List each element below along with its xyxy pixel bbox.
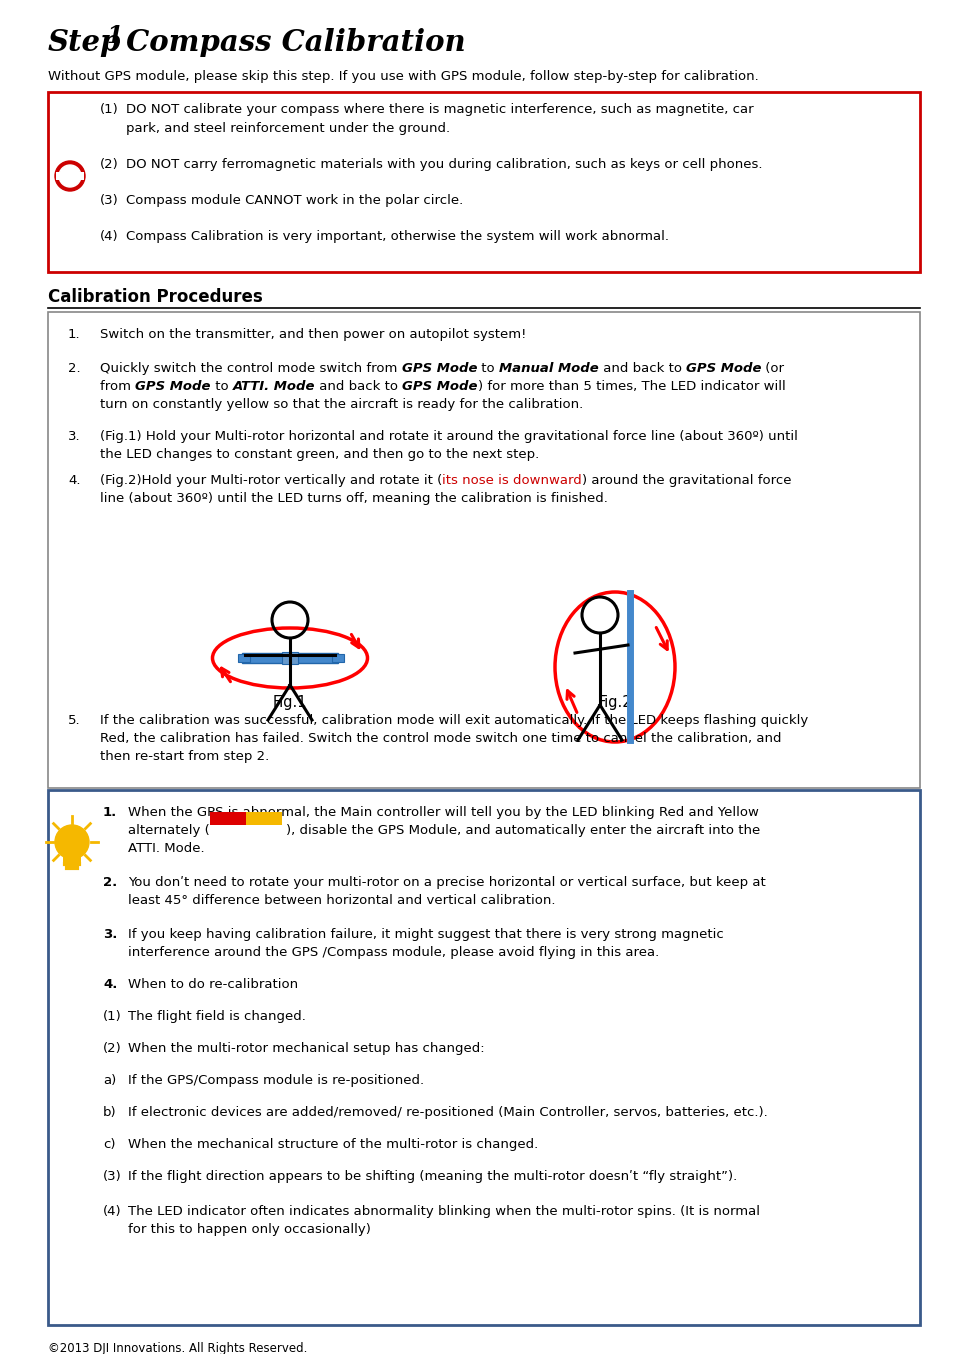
Text: When the multi-rotor mechanical setup has changed:: When the multi-rotor mechanical setup ha… <box>128 1043 484 1055</box>
Text: for this to happen only occasionally): for this to happen only occasionally) <box>128 1223 371 1236</box>
Circle shape <box>55 161 85 191</box>
Text: (1): (1) <box>100 103 118 116</box>
Text: (2): (2) <box>103 1043 122 1055</box>
Text: (Fig.2)Hold your Multi-rotor vertically and rotate it (: (Fig.2)Hold your Multi-rotor vertically … <box>100 474 442 487</box>
Text: ), disable the GPS Module, and automatically enter the aircraft into the: ), disable the GPS Module, and automatic… <box>286 825 760 837</box>
Text: The LED indicator often indicates abnormality blinking when the multi-rotor spin: The LED indicator often indicates abnorm… <box>128 1205 760 1219</box>
Text: then re-start from step 2.: then re-start from step 2. <box>100 750 269 764</box>
Text: Compass Calibration: Compass Calibration <box>116 28 465 57</box>
Text: ATTI. Mode: ATTI. Mode <box>233 380 314 393</box>
Bar <box>48 311 919 788</box>
Text: (or: (or <box>760 362 783 375</box>
Text: ATTI. Mode.: ATTI. Mode. <box>128 842 204 854</box>
Text: Red, the calibration has failed. Switch the control mode switch one time to canc: Red, the calibration has failed. Switch … <box>100 733 781 745</box>
Text: from: from <box>100 380 135 393</box>
Text: 1.: 1. <box>68 328 81 341</box>
Text: GPS Mode: GPS Mode <box>685 362 760 375</box>
Text: If you keep having calibration failure, it might suggest that there is very stro: If you keep having calibration failure, … <box>128 927 723 941</box>
Text: interference around the GPS /Compass module, please avoid flying in this area.: interference around the GPS /Compass mod… <box>128 946 659 959</box>
Text: DO NOT carry ferromagnetic materials with you during calibration, such as keys o: DO NOT carry ferromagnetic materials wit… <box>126 158 761 171</box>
Text: ©2013 DJI Innovations. All Rights Reserved.: ©2013 DJI Innovations. All Rights Reserv… <box>48 1342 307 1354</box>
Text: c): c) <box>103 1137 115 1151</box>
Text: (3): (3) <box>100 194 118 207</box>
Bar <box>332 654 344 662</box>
Text: ) around the gravitational force: ) around the gravitational force <box>581 474 791 487</box>
Text: (1): (1) <box>103 1010 122 1024</box>
Text: 1.: 1. <box>103 806 117 819</box>
Text: Fig.1: Fig.1 <box>273 695 307 709</box>
Text: 4.: 4. <box>103 978 117 991</box>
Text: GPS Mode: GPS Mode <box>401 362 476 375</box>
Bar <box>210 812 246 825</box>
Bar <box>63 848 81 862</box>
Text: GPS Mode: GPS Mode <box>402 380 477 393</box>
Bar <box>56 172 84 180</box>
Text: 3.: 3. <box>103 927 117 941</box>
Bar <box>246 812 282 825</box>
Text: Quickly switch the control mode switch from: Quickly switch the control mode switch f… <box>100 362 401 375</box>
Text: its nose is downward: its nose is downward <box>442 474 581 487</box>
Text: Switch on the transmitter, and then power on autopilot system!: Switch on the transmitter, and then powe… <box>100 328 526 341</box>
Text: and back to: and back to <box>314 380 402 393</box>
Text: Step: Step <box>48 28 121 57</box>
Text: When the mechanical structure of the multi-rotor is changed.: When the mechanical structure of the mul… <box>128 1137 537 1151</box>
Text: Compass Calibration is very important, otherwise the system will work abnormal.: Compass Calibration is very important, o… <box>126 230 668 242</box>
Text: When the GPS is abnormal, the Main controller will tell you by the LED blinking : When the GPS is abnormal, the Main contr… <box>128 806 758 819</box>
Text: least 45° difference between horizontal and vertical calibration.: least 45° difference between horizontal … <box>128 894 555 907</box>
Text: (2): (2) <box>100 158 118 171</box>
Bar <box>237 654 250 662</box>
Text: (4): (4) <box>100 230 118 242</box>
Text: GPS Mode: GPS Mode <box>135 380 211 393</box>
Text: to: to <box>211 380 233 393</box>
Bar <box>48 92 919 272</box>
Bar <box>282 653 297 663</box>
Text: If electronic devices are added/removed/ re-positioned (Main Controller, servos,: If electronic devices are added/removed/… <box>128 1106 767 1118</box>
Text: If the GPS/Compass module is re-positioned.: If the GPS/Compass module is re-position… <box>128 1074 424 1087</box>
Text: If the calibration was successful, calibration mode will exit automatically. If : If the calibration was successful, calib… <box>100 714 807 727</box>
Circle shape <box>59 165 81 187</box>
Text: The flight field is changed.: The flight field is changed. <box>128 1010 306 1024</box>
Text: and back to: and back to <box>598 362 685 375</box>
Text: DO NOT calibrate your compass where there is magnetic interference, such as magn: DO NOT calibrate your compass where ther… <box>126 103 753 116</box>
Text: to: to <box>476 362 498 375</box>
Circle shape <box>55 825 89 858</box>
Text: (4): (4) <box>103 1205 121 1219</box>
Text: (Fig.1) Hold your Multi-rotor horizontal and rotate it around the gravitational : (Fig.1) Hold your Multi-rotor horizontal… <box>100 431 797 443</box>
Bar <box>48 789 919 1326</box>
Text: turn on constantly yellow so that the aircraft is ready for the calibration.: turn on constantly yellow so that the ai… <box>100 398 582 412</box>
Text: ) for more than 5 times, The LED indicator will: ) for more than 5 times, The LED indicat… <box>477 380 785 393</box>
Text: When to do re-calibration: When to do re-calibration <box>128 978 297 991</box>
Text: 3.: 3. <box>68 431 81 443</box>
Text: Without GPS module, please skip this step. If you use with GPS module, follow st: Without GPS module, please skip this ste… <box>48 70 758 83</box>
Text: b): b) <box>103 1106 116 1118</box>
Text: line (about 360º) until the LED turns off, meaning the calibration is finished.: line (about 360º) until the LED turns of… <box>100 492 607 505</box>
Text: 2.: 2. <box>68 362 81 375</box>
Text: 2.: 2. <box>103 876 117 890</box>
Text: You donʹt need to rotate your multi-rotor on a precise horizontal or vertical su: You donʹt need to rotate your multi-roto… <box>128 876 765 890</box>
Text: If the flight direction appears to be shifting (meaning the multi-rotor doesnʹt : If the flight direction appears to be sh… <box>128 1170 737 1183</box>
Text: Calibration Procedures: Calibration Procedures <box>48 288 262 306</box>
Text: Fig.2: Fig.2 <box>598 695 632 709</box>
Text: a): a) <box>103 1074 116 1087</box>
Text: Manual Mode: Manual Mode <box>498 362 598 375</box>
Text: (3): (3) <box>103 1170 122 1183</box>
Text: alternately (: alternately ( <box>128 825 210 837</box>
Text: park, and steel reinforcement under the ground.: park, and steel reinforcement under the … <box>126 122 450 135</box>
Text: Compass module CANNOT work in the polar circle.: Compass module CANNOT work in the polar … <box>126 194 463 207</box>
Text: 5.: 5. <box>68 714 81 727</box>
Text: 1: 1 <box>106 24 122 47</box>
Text: 4.: 4. <box>68 474 80 487</box>
Text: the LED changes to constant green, and then go to the next step.: the LED changes to constant green, and t… <box>100 448 538 460</box>
Bar <box>242 653 337 663</box>
